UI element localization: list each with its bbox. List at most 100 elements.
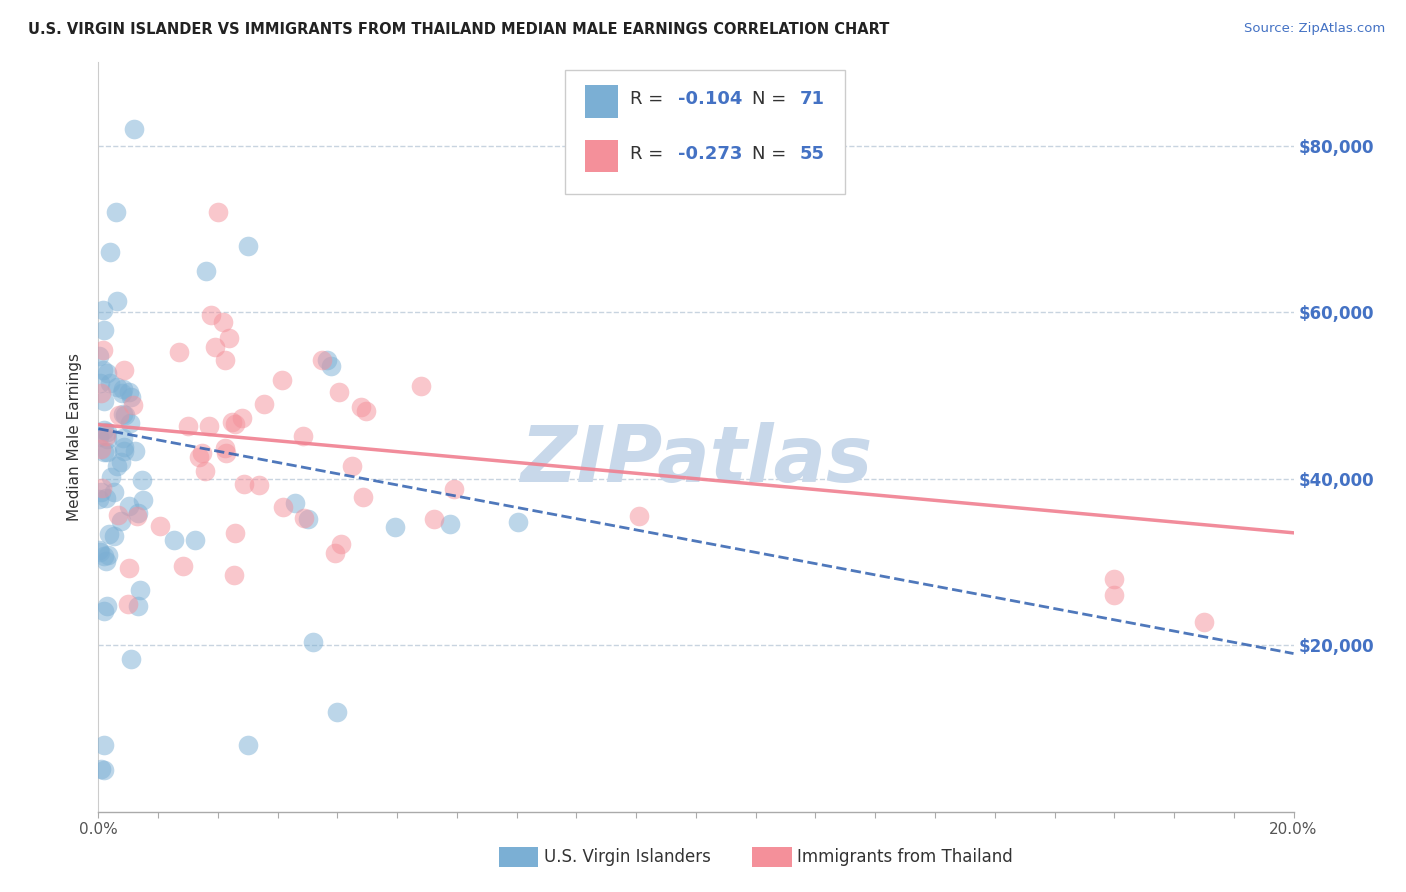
Point (121, 399, 143, 413)
Point (271, 373, 294, 387)
Point (253, 397, 276, 411)
Text: Immigrants from Thailand: Immigrants from Thailand (797, 848, 1012, 866)
Point (103, 485, 125, 500)
Point (163, 533, 186, 547)
Point (443, 482, 465, 496)
Point (96, 554, 118, 568)
Point (110, 455, 132, 469)
Point (315, 352, 337, 367)
Point (132, 492, 155, 507)
FancyBboxPatch shape (565, 70, 845, 194)
Point (120, 390, 142, 404)
Point (131, 473, 153, 487)
Point (247, 478, 270, 492)
Point (93, 763, 115, 777)
Y-axis label: Median Male Earnings: Median Male Earnings (67, 353, 83, 521)
Point (96, 425, 118, 440)
Point (204, 339, 226, 353)
Point (1104, 572, 1126, 586)
Point (127, 599, 149, 614)
Point (107, 508, 129, 522)
Point (90, 762, 112, 776)
Text: U.S. Virgin Islanders: U.S. Virgin Islanders (544, 848, 711, 866)
Point (94, 491, 117, 506)
Text: U.S. VIRGIN ISLANDER VS IMMIGRANTS FROM THAILAND MEDIAN MALE EARNINGS CORRELATIO: U.S. VIRGIN ISLANDER VS IMMIGRANTS FROM … (28, 22, 890, 37)
Point (124, 122, 146, 136)
Point (232, 477, 254, 491)
Point (340, 458, 363, 473)
Point (124, 443, 146, 458)
Point (1104, 588, 1126, 602)
Point (91, 343, 114, 358)
Point (167, 344, 190, 359)
Point (354, 404, 377, 418)
Point (236, 238, 259, 252)
Point (149, 519, 172, 533)
Point (187, 450, 209, 465)
Point (112, 362, 135, 376)
Point (89, 386, 111, 401)
Point (328, 385, 350, 400)
Point (118, 499, 141, 513)
Point (330, 537, 353, 551)
Point (301, 635, 323, 649)
Point (127, 509, 149, 524)
Point (200, 308, 222, 322)
Point (294, 510, 316, 524)
Point (191, 445, 214, 459)
Point (112, 382, 135, 396)
Point (118, 416, 141, 430)
Point (127, 506, 149, 520)
Point (97, 548, 120, 562)
Point (117, 597, 139, 611)
Point (90, 442, 112, 456)
Point (87, 543, 110, 558)
Point (87, 430, 110, 444)
Text: ZIPatlas: ZIPatlas (520, 422, 872, 498)
Point (224, 417, 246, 431)
Point (231, 410, 253, 425)
Point (117, 561, 139, 575)
Point (212, 315, 235, 329)
Point (198, 418, 221, 433)
Point (326, 705, 349, 719)
Point (112, 444, 135, 458)
Point (98, 244, 121, 259)
Point (87, 491, 110, 506)
Point (112, 440, 135, 454)
Point (105, 205, 128, 219)
Text: R =: R = (630, 145, 669, 163)
Point (93, 423, 115, 437)
Point (100, 470, 122, 484)
Point (114, 408, 136, 422)
Point (98, 376, 121, 391)
Point (423, 512, 446, 526)
Point (89, 545, 111, 559)
Point (96, 599, 118, 614)
Point (195, 263, 218, 277)
Point (222, 567, 245, 582)
Point (87, 349, 110, 363)
Point (323, 546, 346, 560)
Point (93, 302, 115, 317)
Point (90, 481, 112, 495)
Point (292, 429, 315, 443)
Point (120, 652, 142, 666)
Point (128, 582, 150, 597)
Point (439, 517, 461, 532)
Point (207, 205, 229, 219)
Point (91, 362, 114, 376)
Point (93, 445, 115, 459)
Text: R =: R = (630, 90, 669, 108)
Text: N =: N = (752, 145, 792, 163)
Point (110, 514, 132, 528)
Point (221, 416, 243, 430)
Point (218, 331, 240, 345)
Point (215, 446, 238, 460)
Point (1192, 615, 1215, 629)
Point (184, 533, 207, 548)
Point (172, 558, 194, 573)
Point (311, 352, 333, 367)
Point (96, 432, 118, 446)
Point (93, 323, 115, 337)
